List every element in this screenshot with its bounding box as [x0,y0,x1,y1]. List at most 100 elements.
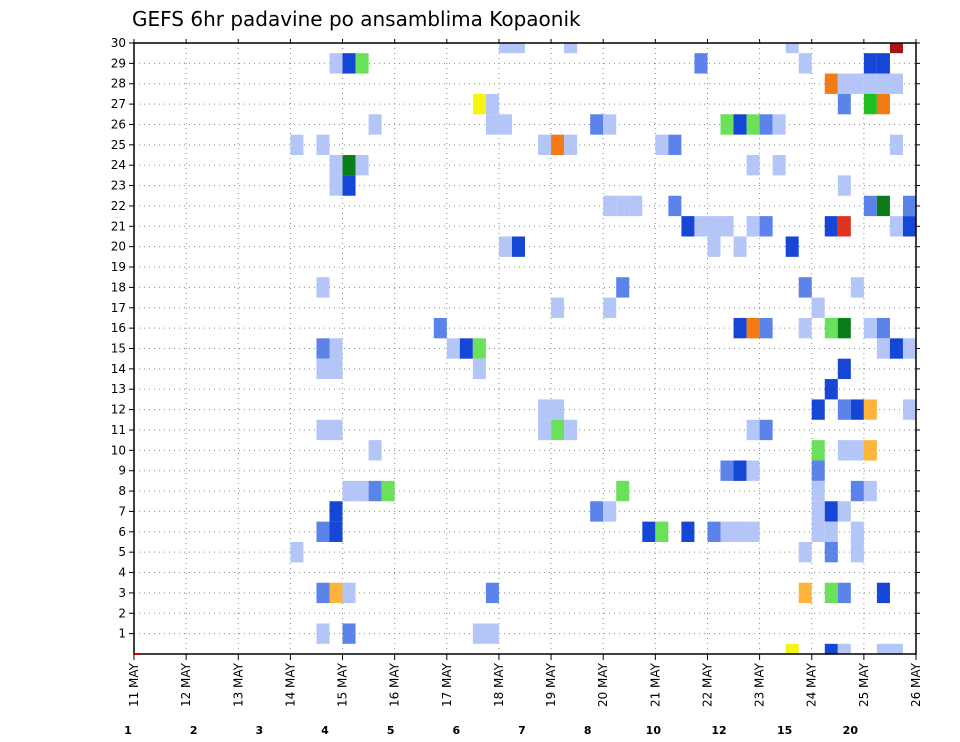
y-tick-label: 13 [111,382,126,396]
heatmap-cell [902,338,916,359]
heatmap-cell [837,93,851,115]
colorbar-label: 7 [518,724,526,737]
heatmap-cell [876,317,890,339]
heatmap-cell [342,582,356,604]
heatmap-cell [316,623,330,644]
x-tick-label: 12 MAY [179,662,193,707]
heatmap-cell [863,93,877,115]
heatmap-cell [824,216,838,237]
heatmap-cell [746,521,760,542]
heatmap-cell [733,236,747,257]
y-tick-label: 18 [111,280,126,294]
heatmap-cell [707,236,721,257]
heatmap-cell [485,582,499,604]
heatmap-cell [538,134,552,156]
heatmap-cell [316,338,330,359]
heatmap-cell [759,317,773,339]
heatmap-cell [785,236,799,257]
y-tick-label: 27 [111,97,126,111]
heatmap-cell [329,501,343,522]
heatmap-cell [746,419,760,441]
heatmap-cell [485,623,499,644]
heatmap-cell [603,195,617,217]
y-tick-label: 4 [118,566,126,580]
heatmap-cell [876,582,890,604]
colorbar-label: 10 [646,724,662,737]
x-tick-label: 14 MAY [283,662,297,707]
y-tick-label: 2 [118,606,126,620]
heatmap-cell [472,623,486,644]
heatmap-cell [772,114,786,135]
heatmap-cell [837,216,851,237]
y-tick-label: 12 [111,403,126,417]
heatmap-cells [290,43,916,654]
heatmap-cell [850,541,864,563]
y-tick-label: 15 [111,342,126,356]
heatmap-cell [824,521,838,542]
heatmap-cell [564,134,578,156]
x-tick-label: 23 MAY [753,662,767,707]
heatmap-cell [798,541,812,563]
heatmap-cell [824,317,838,339]
heatmap-cell [837,501,851,522]
colorbar-label: 2 [190,724,198,737]
y-tick-label: 14 [111,362,126,376]
y-tick-label: 5 [118,545,126,559]
heatmap-cell [551,399,565,420]
heatmap-cell [655,134,669,156]
heatmap-cell [863,440,877,461]
x-tick-label: 11 MAY [127,662,141,707]
heatmap-cell [785,643,799,654]
heatmap-cell [850,440,864,461]
heatmap-cell [746,114,760,135]
heatmap-cell [824,541,838,563]
heatmap-cell [889,338,903,359]
heatmap-cell [811,521,825,542]
heatmap-cell [681,216,695,237]
x-axis: 11 MAY 12 MAY 13 MAY 14 MAY 15 MAY 16 MAY 17 M… [127,39,923,707]
heatmap-cell [902,399,916,420]
heatmap-cell [811,399,825,420]
y-tick-label: 28 [111,77,126,91]
x-tick-label: 21 MAY [648,662,662,707]
heatmap-cell [342,623,356,644]
colorbar-label: 4 [321,724,329,737]
heatmap-cell [316,521,330,542]
heatmap-cell [876,73,890,94]
heatmap-cell [720,216,734,237]
heatmap-cell [368,114,382,135]
heatmap-cell [746,317,760,339]
heatmap-cell [889,73,903,94]
heatmap-cell [551,297,565,318]
heatmap-cell [355,480,369,502]
heatmap-cell [551,134,565,156]
heatmap-cell [498,114,512,135]
heatmap-cell [694,216,708,237]
colorbar-label: 15 [777,724,792,737]
y-axis: 1234567891011121314151617181920212223242… [111,36,920,641]
heatmap-cell [642,521,656,542]
heatmap-cell [616,480,630,502]
heatmap-cell [498,236,512,257]
heatmap-cell [590,114,604,135]
x-tick-label: 20 MAY [596,662,610,707]
heatmap-cell [876,93,890,115]
heatmap-cell [850,521,864,542]
heatmap-cell [733,460,747,481]
heatmap-cell [863,480,877,502]
x-tick-label: 19 MAY [544,662,558,707]
heatmap-cell [355,155,369,176]
heatmap-cell [798,582,812,604]
y-tick-label: 1 [118,627,126,641]
x-tick-label: 13 MAY [231,662,245,707]
heatmap-cell [603,501,617,522]
x-tick-label: 17 MAY [440,662,454,707]
heatmap-cell [290,541,304,563]
heatmap-cell [759,419,773,441]
colorbar-label: 3 [256,724,264,737]
heatmap-cell [720,114,734,135]
heatmap-cell [316,277,330,298]
y-tick-label: 16 [111,321,126,335]
colorbar-label: 1 [124,724,132,737]
heatmap-cell [472,93,486,115]
